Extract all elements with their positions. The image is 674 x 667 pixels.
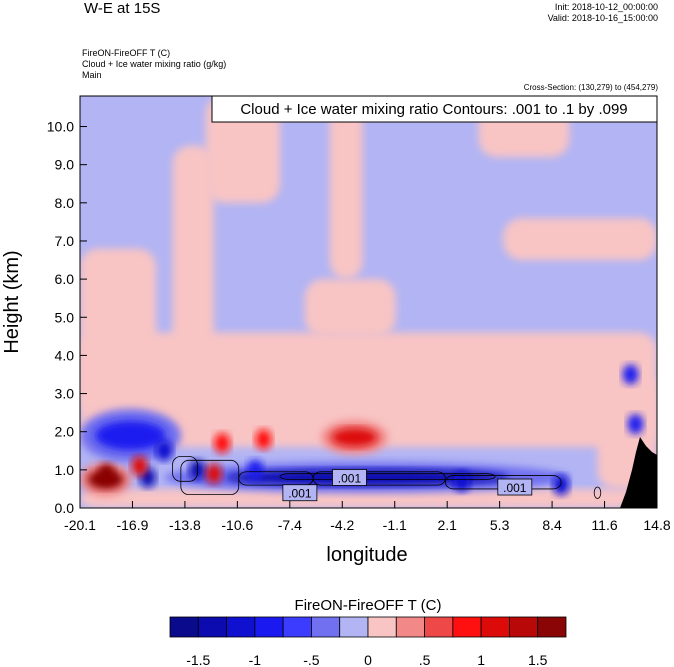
field-description: FireON-FireOFF T (C) xyxy=(82,48,171,58)
x-tick-label: -13.8 xyxy=(169,517,201,533)
anomaly-core xyxy=(331,427,378,447)
y-tick-label: 5.0 xyxy=(55,309,75,325)
colorbar-swatch xyxy=(169,616,199,638)
overlay-description: Cloud + Ice water mixing ratio (g/kg) xyxy=(82,59,227,69)
colorbar-swatch xyxy=(395,616,425,638)
anomaly-speckle xyxy=(255,429,272,450)
y-tick-label: 7.0 xyxy=(55,233,75,249)
y-tick-label: 3.0 xyxy=(55,386,75,402)
chart-title: W-E at 15S xyxy=(84,0,161,17)
colorbar-swatch xyxy=(197,616,227,638)
y-tick-label: 2.0 xyxy=(55,424,75,440)
colorbar-swatch xyxy=(282,616,312,638)
terrain xyxy=(620,437,657,508)
colorbar-tick-label: .5 xyxy=(419,652,431,667)
anomaly-speckle xyxy=(453,471,470,492)
warm-anomaly-region xyxy=(172,145,214,413)
anomaly-speckle xyxy=(156,440,173,461)
x-tick-label: -20.1 xyxy=(64,517,96,533)
y-tick-label: 4.0 xyxy=(55,347,75,363)
x-tick-label: 5.3 xyxy=(490,517,510,533)
contour-info-text: Cloud + Ice water mixing ratio Contours:… xyxy=(240,101,627,118)
warm-anomaly-region xyxy=(205,96,281,203)
colorbar-title: FireON-FireOFF T (C) xyxy=(295,597,442,614)
contour-label-box xyxy=(332,469,367,486)
init-time: Init: 2018-10-12_00:00:00 xyxy=(554,2,658,12)
x-tick-label: 8.4 xyxy=(542,517,562,533)
cloud-contour-line xyxy=(312,471,446,486)
anomaly-speckle xyxy=(247,459,264,480)
x-tick-label: 11.6 xyxy=(591,517,617,533)
x-tick-label: -7.4 xyxy=(278,517,302,533)
colorbar-swatch xyxy=(367,616,397,638)
cloud-contour-line xyxy=(593,486,602,499)
colorbar-swatch xyxy=(424,616,454,638)
x-tick-label: 2.1 xyxy=(437,517,457,533)
x-tick-label: -4.2 xyxy=(330,517,354,533)
colorbar-swatch xyxy=(509,616,539,638)
x-tick-label: 14.8 xyxy=(643,517,670,533)
colorbar-tick-label: -.5 xyxy=(303,652,320,667)
cloud-contour-line xyxy=(279,473,496,480)
cloud-contour-line xyxy=(172,456,198,482)
x-tick-label: -16.9 xyxy=(116,517,148,533)
contour-info-box xyxy=(211,95,658,123)
valid-time: Valid: 2018-10-16_15:00:00 xyxy=(547,13,658,23)
warm-anomaly-region xyxy=(80,332,657,447)
warm-anomaly-region xyxy=(503,218,657,261)
colorbar-swatch xyxy=(452,616,482,638)
colorbar-swatch xyxy=(537,616,567,638)
colorbar-swatch xyxy=(311,616,341,638)
y-tick-label: 10.0 xyxy=(47,119,74,135)
colorbar-tick-label: 1 xyxy=(477,652,485,667)
warm-anomaly-region xyxy=(304,279,396,337)
contour-label-box xyxy=(497,478,533,496)
anomaly-speckle xyxy=(98,463,115,484)
cross-section-label: Cross-Section: (130,279) to (454,279) xyxy=(523,83,658,92)
contour-label-box xyxy=(282,484,318,502)
y-tick-label: 0.0 xyxy=(55,500,75,516)
anomaly-speckle xyxy=(622,364,639,385)
y-tick-label: 9.0 xyxy=(55,157,75,173)
colorbar-swatch xyxy=(226,616,256,638)
anomaly-core xyxy=(95,420,166,451)
colorbar-tick-label: 1.5 xyxy=(528,652,548,667)
domain-name: Main xyxy=(82,70,102,80)
y-tick-label: 8.0 xyxy=(55,195,75,211)
colorbar-tick-label: -1 xyxy=(249,652,262,667)
colorbar-swatch xyxy=(339,616,369,638)
colorbar-tick-label: -1.5 xyxy=(186,652,210,667)
anomaly-speckle xyxy=(553,475,570,496)
contour-label: .001 xyxy=(338,471,362,485)
x-tick-label: -10.6 xyxy=(221,517,253,533)
warm-anomaly-region xyxy=(329,96,363,280)
y-tick-label: 1.0 xyxy=(55,462,75,478)
colorbar-swatch xyxy=(254,616,284,638)
y-tick-label: 6.0 xyxy=(55,271,75,287)
anomaly-speckle xyxy=(627,414,644,435)
anomaly-speckle xyxy=(131,456,148,477)
anomaly-speckle xyxy=(214,433,231,454)
colorbar xyxy=(169,616,567,638)
contour-label: .001 xyxy=(503,481,527,495)
colorbar-swatch xyxy=(480,616,510,638)
colorbar-tick-label: 0 xyxy=(364,652,372,667)
x-tick-label: -1.1 xyxy=(383,517,407,533)
y-axis-label: Height (km) xyxy=(1,250,23,353)
anomaly-speckle xyxy=(205,463,222,484)
warm-anomaly-region xyxy=(80,248,157,413)
contour-label: .001 xyxy=(288,487,312,501)
x-axis-label: longitude xyxy=(326,544,407,566)
cloud-contours xyxy=(172,456,602,499)
